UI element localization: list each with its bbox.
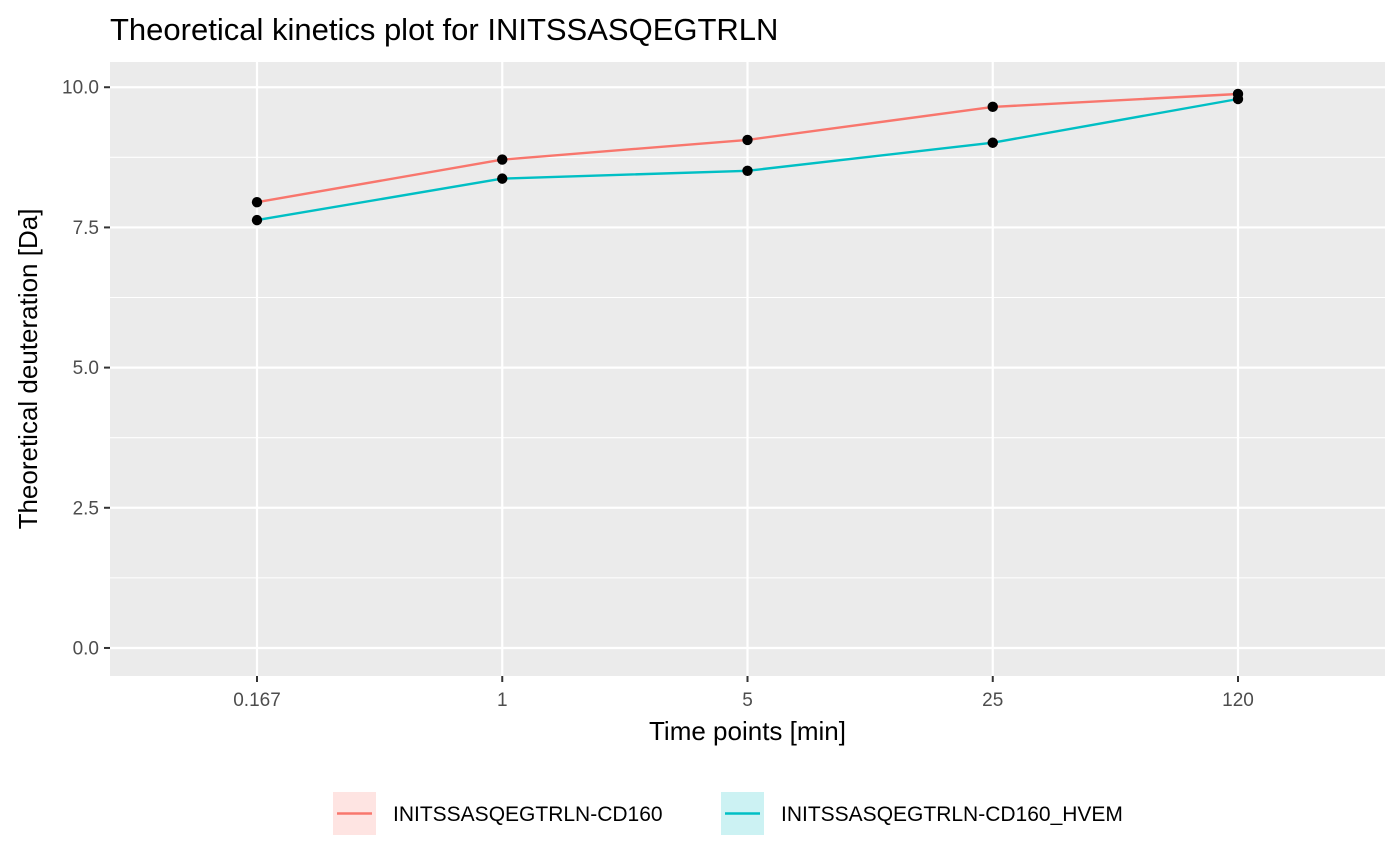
y-tick-label: 5.0 (73, 358, 99, 379)
x-tick-label: 120 (1222, 690, 1254, 711)
data-point-s2-5 (1232, 93, 1244, 105)
chart-title: Theoretical kinetics plot for INITSSASQE… (110, 12, 778, 47)
legend-label-2: INITSSASQEGTRLN-CD160_HVEM (781, 803, 1123, 826)
data-point-s1-1 (251, 196, 263, 208)
data-point-s1-4 (987, 101, 998, 113)
legend: INITSSASQEGTRLN-CD160 INITSSASQEGTRLN-CD1… (333, 792, 1123, 835)
x-tick-label: 1 (497, 690, 508, 711)
y-tick-label: 10.0 (62, 78, 99, 99)
x-axis-title: Time points [min] (649, 716, 846, 746)
x-tick-label: 0.167 (233, 690, 281, 711)
legend-label-1: INITSSASQEGTRLN-CD160 (393, 803, 663, 826)
x-tick-label: 25 (982, 690, 1003, 711)
data-point-s1-2 (497, 154, 508, 165)
x-axis: 0.167 1 5 25 120 (233, 676, 1254, 711)
data-point-s2-1 (251, 214, 263, 226)
data-point-s2-3 (742, 165, 753, 176)
data-point-s1-3 (742, 134, 753, 146)
y-tick-label: 7.5 (73, 218, 99, 239)
y-tick-label: 2.5 (73, 498, 99, 519)
data-point-s2-4 (987, 137, 998, 148)
data-point-s2-2 (497, 173, 508, 184)
y-axis: 0.0 2.5 5.0 7.5 10.0 (62, 78, 110, 659)
major-gridlines (110, 62, 1385, 676)
x-tick-label: 5 (742, 690, 753, 711)
y-tick-label: 0.0 (73, 638, 99, 659)
data-points (251, 88, 1244, 226)
y-axis-title: Theoretical deuteration [Da] (13, 209, 43, 530)
